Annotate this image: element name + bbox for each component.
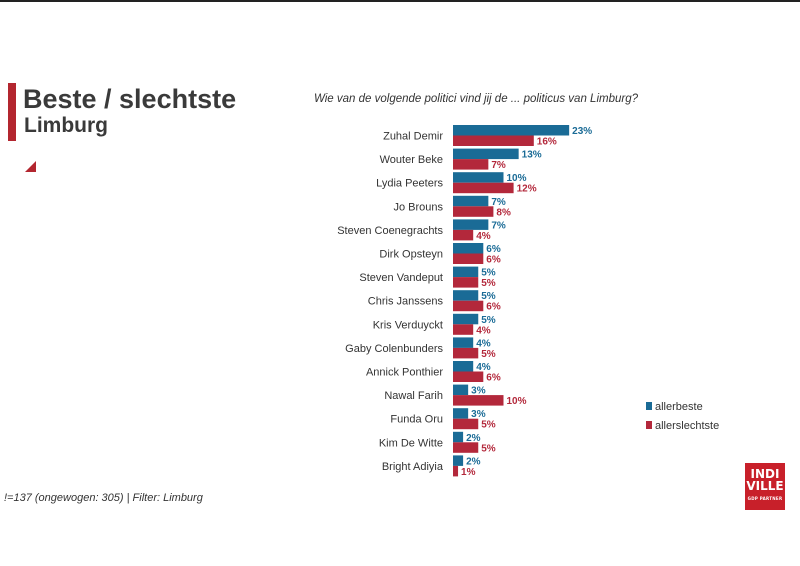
legend-label-allerbeste: allerbeste — [655, 401, 703, 413]
category-label: Jo Brouns — [393, 201, 443, 213]
bar-allerbeste — [453, 384, 469, 396]
data-label-allerslechtste: 6% — [486, 302, 501, 313]
bar-allerslechtste — [453, 442, 479, 453]
logo-tagline: GDP PARTNER — [747, 496, 783, 501]
bar-allerbeste — [453, 361, 474, 372]
category-label: Dirk Opsteyn — [379, 249, 443, 261]
bar-allerbeste — [453, 172, 504, 183]
bar-allerslechtste — [453, 371, 484, 382]
data-label-allerbeste: 5% — [481, 291, 496, 302]
data-label-allerbeste: 6% — [486, 244, 501, 255]
data-label-allerslechtste: 7% — [491, 160, 506, 171]
data-label-allerslechtste: 4% — [476, 325, 491, 336]
bar-allerbeste — [453, 290, 479, 301]
bar-allerbeste — [453, 431, 464, 443]
bar-allerslechtste — [453, 395, 504, 406]
data-label-allerbeste: 23% — [572, 126, 592, 137]
data-label-allerbeste: 10% — [507, 173, 527, 184]
category-label: Funda Oru — [390, 414, 443, 426]
bar-allerslechtste — [453, 347, 479, 359]
bar-allerbeste — [453, 313, 479, 325]
category-label: Steven Coenegrachts — [337, 225, 443, 237]
data-label-allerslechtste: 6% — [486, 255, 501, 266]
data-label-allerbeste: 5% — [481, 315, 496, 326]
bar-allerslechtste — [453, 229, 474, 241]
data-label-allerslechtste: 5% — [481, 278, 496, 289]
category-label: Kim De Witte — [379, 437, 443, 449]
logo-line-2: VILLE — [746, 479, 784, 493]
bar-allerslechtste — [453, 324, 474, 335]
data-label-allerbeste: 2% — [466, 433, 481, 444]
bar-allerbeste — [453, 125, 570, 136]
page-subtitle: Limburg — [24, 114, 108, 137]
bar-allerbeste — [453, 219, 489, 230]
data-label-allerbeste: 3% — [471, 386, 486, 397]
bar-allerbeste — [453, 337, 474, 348]
category-label: Kris Verduyckt — [373, 319, 443, 331]
bar-allerbeste — [453, 408, 469, 419]
top-border-line — [0, 0, 800, 2]
category-label: Bright Adiyia — [382, 461, 444, 473]
category-label: Gaby Colenbunders — [345, 343, 443, 355]
bar-allerbeste — [453, 195, 489, 207]
data-label-allerslechtste: 8% — [496, 207, 511, 218]
bar-allerslechtste — [453, 418, 479, 430]
data-label-allerbeste: 4% — [476, 362, 491, 373]
bar-allerbeste — [453, 455, 464, 466]
category-label: Steven Vandeput — [359, 272, 443, 284]
category-label: Annick Ponthier — [366, 367, 443, 379]
bar-allerslechtste — [453, 300, 484, 312]
legend-swatch-allerslechtste — [646, 421, 652, 429]
category-label: Zuhal Demir — [383, 131, 443, 143]
title-accent-bar — [8, 83, 16, 141]
data-label-allerbeste: 7% — [491, 220, 506, 231]
category-label: Lydia Peeters — [376, 178, 443, 190]
category-label: Chris Janssens — [368, 296, 444, 308]
bar-allerslechtste — [453, 465, 459, 477]
data-label-allerslechtste: 5% — [481, 349, 496, 360]
data-label-allerbeste: 7% — [491, 197, 506, 208]
data-label-allerbeste: 2% — [466, 456, 481, 467]
bar-allerslechtste — [453, 159, 489, 170]
footnote: !=137 (ongewogen: 305) | Filter: Limburg — [4, 492, 203, 504]
category-label: Nawal Farih — [384, 390, 443, 402]
corner-triangle-icon — [25, 161, 36, 172]
bar-allerslechtste — [453, 182, 514, 194]
survey-question: Wie van de volgende politici vind jij de… — [314, 93, 638, 105]
logo-line-1: INDI — [750, 467, 780, 481]
page-title: Beste / slechtste — [23, 84, 237, 114]
data-label-allerslechtste: 16% — [537, 137, 557, 148]
data-label-allerslechtste: 6% — [486, 373, 501, 384]
data-label-allerbeste: 3% — [471, 409, 486, 420]
legend-swatch-allerbeste — [646, 402, 652, 410]
bar-allerbeste — [453, 266, 479, 278]
data-label-allerslechtste: 4% — [476, 231, 491, 242]
legend-label-allerslechtste: allerslechtste — [655, 420, 719, 432]
bar-allerslechtste — [453, 277, 479, 288]
data-label-allerslechtste: 5% — [481, 443, 496, 454]
bar-allerslechtste — [453, 206, 494, 217]
data-label-allerslechtste: 10% — [507, 396, 527, 407]
data-label-allerslechtste: 5% — [481, 420, 496, 431]
data-label-allerslechtste: 1% — [461, 467, 476, 478]
data-label-allerbeste: 13% — [522, 150, 542, 161]
data-label-allerbeste: 5% — [481, 268, 496, 279]
indiville-logo: INDI VILLE GDP PARTNER — [745, 463, 785, 510]
bar-allerbeste — [453, 148, 519, 160]
bar-allerslechtste — [453, 253, 484, 264]
category-label: Wouter Beke — [380, 154, 443, 166]
data-label-allerbeste: 4% — [476, 338, 491, 349]
bar-allerslechtste — [453, 135, 534, 146]
bar-allerbeste — [453, 243, 484, 254]
data-label-allerslechtste: 12% — [517, 184, 537, 195]
